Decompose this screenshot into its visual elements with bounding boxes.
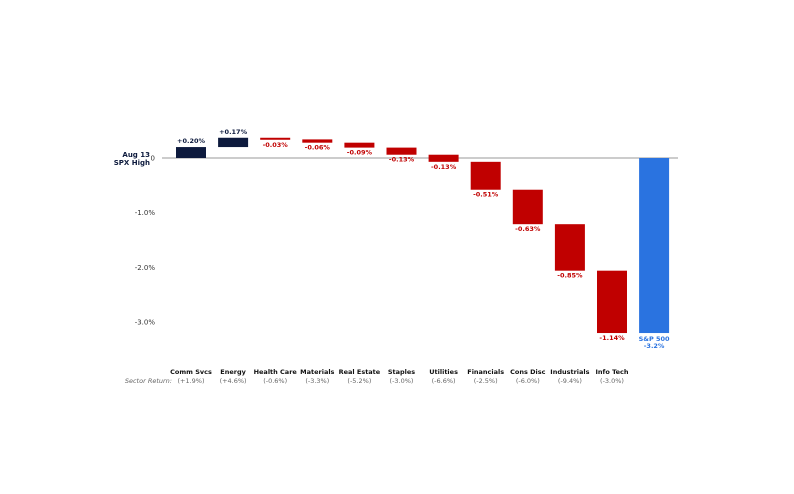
sector-return-label: (-6.0%) [516, 377, 540, 385]
sector-return-label: (+4.6%) [220, 377, 247, 385]
waterfall-bar [428, 154, 459, 162]
bar-value-label: -0.13% [431, 163, 457, 171]
bar-value-label: +0.20% [177, 137, 205, 145]
category-label: Utilities [429, 368, 458, 376]
waterfall-bar [176, 147, 206, 158]
sector-return-label: (-2.5%) [474, 377, 498, 385]
baseline-label-line2: SPX High [114, 159, 150, 167]
sector-return-label: (-6.6%) [432, 377, 456, 385]
bar-value-label: -0.13% [389, 156, 415, 164]
sector-return-label: (-3.0%) [600, 377, 624, 385]
category-label: Industrials [550, 368, 589, 376]
y-tick-label: -3.0% [135, 319, 156, 327]
sector-return-label: (-9.4%) [558, 377, 582, 385]
bar-value-label: -1.14% [599, 334, 625, 342]
bar-value-label: -0.85% [557, 272, 583, 280]
waterfall-bar [260, 137, 291, 140]
bar-value-label: -0.06% [305, 144, 331, 152]
category-label: Financials [467, 368, 504, 376]
y-tick-label: 0 [151, 155, 155, 163]
total-bar [639, 158, 670, 334]
waterfall-bar [344, 142, 375, 148]
sector-return-label: (+1.9%) [177, 377, 204, 385]
bar-value-label: +0.17% [219, 128, 247, 136]
category-label: Energy [220, 368, 246, 376]
waterfall-bar [470, 161, 501, 190]
sector-return-label: (-3.3%) [305, 377, 329, 385]
total-label-line2: -3.2% [644, 342, 665, 350]
category-label: Materials [300, 368, 334, 376]
bar-value-label: -0.63% [515, 225, 541, 233]
bar-value-label: -0.09% [347, 149, 373, 157]
y-tick-label: -2.0% [135, 264, 156, 272]
category-label: Health Care [254, 368, 298, 376]
category-label: Comm Svcs [170, 368, 212, 376]
total-label-line1: S&P 500 [639, 335, 670, 343]
labels-layer: Sector Return: +0.20% Comm Svcs(+1.9%) +0.1… [125, 128, 670, 385]
waterfall-bar [386, 147, 417, 155]
sector-return-label: (-0.6%) [263, 377, 287, 385]
y-tick-label: -1.0% [135, 209, 156, 217]
bars-layer [176, 137, 670, 334]
waterfall-bar [597, 270, 627, 334]
category-label: Cons Disc [510, 368, 545, 376]
sector-return-title: Sector Return: [125, 377, 172, 385]
baseline-label-line1: Aug 13 [122, 151, 150, 159]
waterfall-bar [302, 139, 333, 143]
category-label: Real Estate [339, 368, 381, 376]
category-label: Info Tech [595, 368, 628, 376]
bar-value-label: -0.03% [263, 141, 289, 149]
waterfall-bar [218, 137, 249, 148]
category-label: Staples [388, 368, 415, 376]
waterfall-bar [512, 189, 543, 225]
sector-return-label: (-3.0%) [390, 377, 414, 385]
waterfall-bar [554, 224, 585, 271]
bar-value-label: -0.51% [473, 191, 499, 199]
sector-return-label: (-5.2%) [347, 377, 371, 385]
